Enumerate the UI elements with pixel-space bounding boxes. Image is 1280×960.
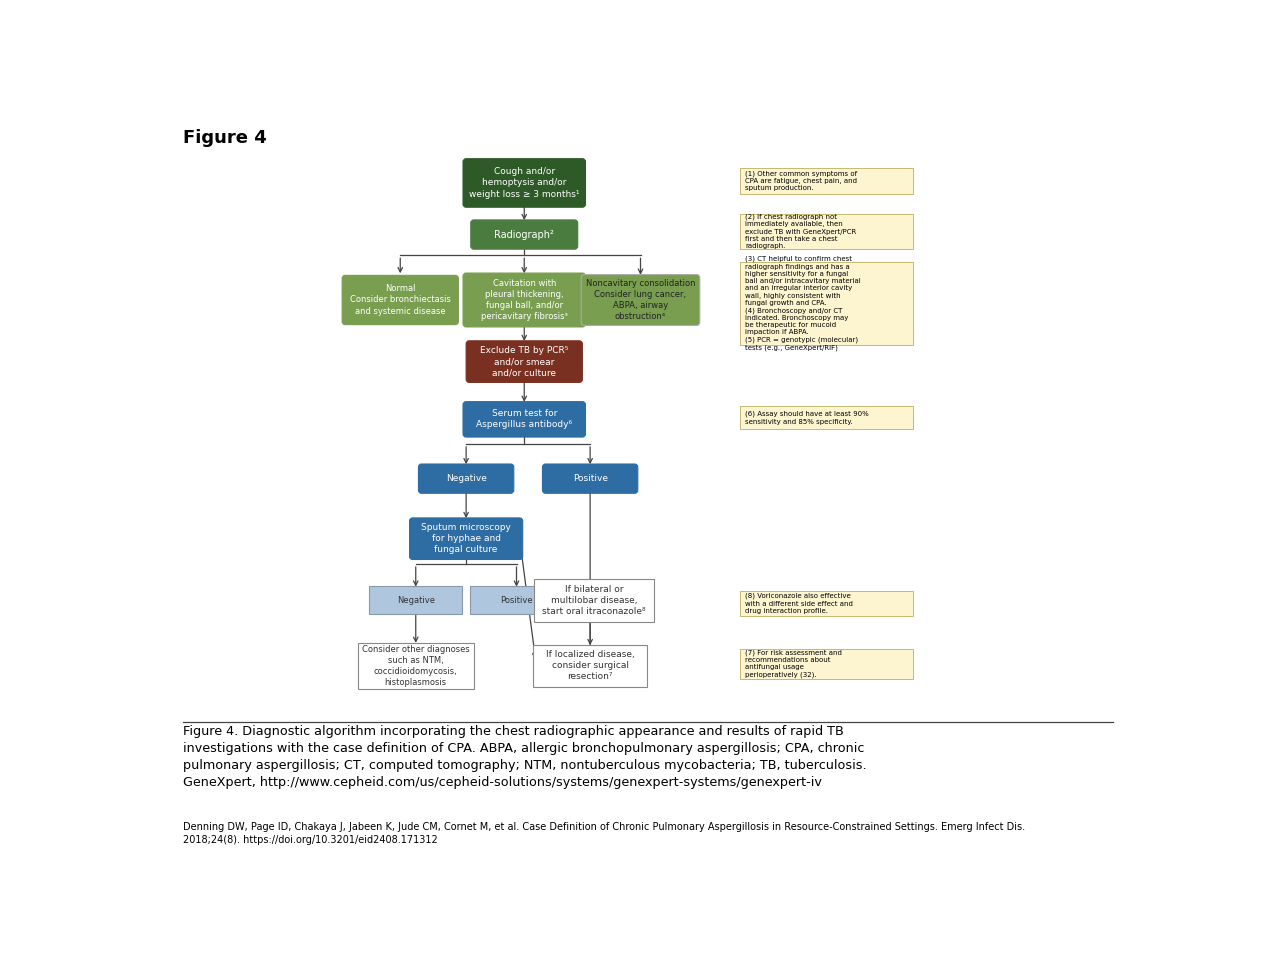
Text: Radiograph²: Radiograph² <box>494 229 554 240</box>
Text: (1) Other common symptoms of
CPA are fatigue, chest pain, and
sputum production.: (1) Other common symptoms of CPA are fat… <box>745 170 858 191</box>
FancyBboxPatch shape <box>463 273 585 327</box>
Text: Denning DW, Page ID, Chakaya J, Jabeen K, Jude CM, Cornet M, et al. Case Definit: Denning DW, Page ID, Chakaya J, Jabeen K… <box>183 822 1025 845</box>
Text: Exclude TB by PCR⁵
and/or smear
and/or culture: Exclude TB by PCR⁵ and/or smear and/or c… <box>480 346 568 377</box>
Text: Serum test for
Aspergillus antibody⁶: Serum test for Aspergillus antibody⁶ <box>476 409 572 429</box>
FancyBboxPatch shape <box>543 464 637 493</box>
Text: Sputum microscopy
for hyphae and
fungal culture: Sputum microscopy for hyphae and fungal … <box>421 523 511 554</box>
FancyBboxPatch shape <box>740 168 914 194</box>
Text: Positive: Positive <box>500 596 532 605</box>
FancyBboxPatch shape <box>463 158 585 207</box>
FancyBboxPatch shape <box>342 276 458 324</box>
FancyBboxPatch shape <box>357 642 474 689</box>
Text: Cavitation with
pleural thickening,
fungal ball, and/or
pericavitary fibrosis³: Cavitation with pleural thickening, fung… <box>481 278 568 322</box>
FancyBboxPatch shape <box>740 261 914 346</box>
FancyBboxPatch shape <box>740 406 914 429</box>
Text: (7) For risk assessment and
recommendations about
antifungal usage
perioperative: (7) For risk assessment and recommendati… <box>745 650 842 678</box>
FancyBboxPatch shape <box>740 591 914 615</box>
Text: Negative: Negative <box>445 474 486 483</box>
Text: If bilateral or
multilobar disease,
start oral itraconazole⁸: If bilateral or multilobar disease, star… <box>543 585 646 616</box>
FancyBboxPatch shape <box>470 587 563 614</box>
FancyBboxPatch shape <box>534 579 654 622</box>
Text: Negative: Negative <box>397 596 435 605</box>
Text: Consider other diagnoses
such as NTM,
coccidioidomycosis,
histoplasmosis: Consider other diagnoses such as NTM, co… <box>362 644 470 687</box>
FancyBboxPatch shape <box>471 220 577 250</box>
Text: Figure 4: Figure 4 <box>183 129 268 147</box>
FancyBboxPatch shape <box>740 649 914 679</box>
Text: Positive: Positive <box>572 474 608 483</box>
Text: Figure 4. Diagnostic algorithm incorporating the chest radiographic appearance a: Figure 4. Diagnostic algorithm incorpora… <box>183 725 867 789</box>
Text: (2) If chest radiograph not
immediately available, then
exclude TB with GeneXper: (2) If chest radiograph not immediately … <box>745 214 856 250</box>
Text: (8) Voriconazole also effective
with a different side effect and
drug interactio: (8) Voriconazole also effective with a d… <box>745 593 852 613</box>
FancyBboxPatch shape <box>532 645 648 686</box>
Text: If localized disease,
consider surgical
resection⁷: If localized disease, consider surgical … <box>545 650 635 682</box>
Text: Normal
Consider bronchiectasis
and systemic disease: Normal Consider bronchiectasis and syste… <box>349 284 451 316</box>
FancyBboxPatch shape <box>369 587 462 614</box>
FancyBboxPatch shape <box>419 464 513 493</box>
Text: Cough and/or
hemoptysis and/or
weight loss ≥ 3 months¹: Cough and/or hemoptysis and/or weight lo… <box>468 167 580 199</box>
FancyBboxPatch shape <box>410 517 522 560</box>
Text: (3) CT helpful to confirm chest
radiograph findings and has a
higher sensitivity: (3) CT helpful to confirm chest radiogra… <box>745 256 861 351</box>
Text: (6) Assay should have at least 90%
sensitivity and 85% specificity.: (6) Assay should have at least 90% sensi… <box>745 411 869 424</box>
FancyBboxPatch shape <box>463 401 585 437</box>
Text: Noncavitary consolidation
Consider lung cancer,
ABPA, airway
obstruction⁴: Noncavitary consolidation Consider lung … <box>586 278 695 322</box>
FancyBboxPatch shape <box>581 275 700 325</box>
FancyBboxPatch shape <box>740 214 914 250</box>
FancyBboxPatch shape <box>466 341 582 382</box>
